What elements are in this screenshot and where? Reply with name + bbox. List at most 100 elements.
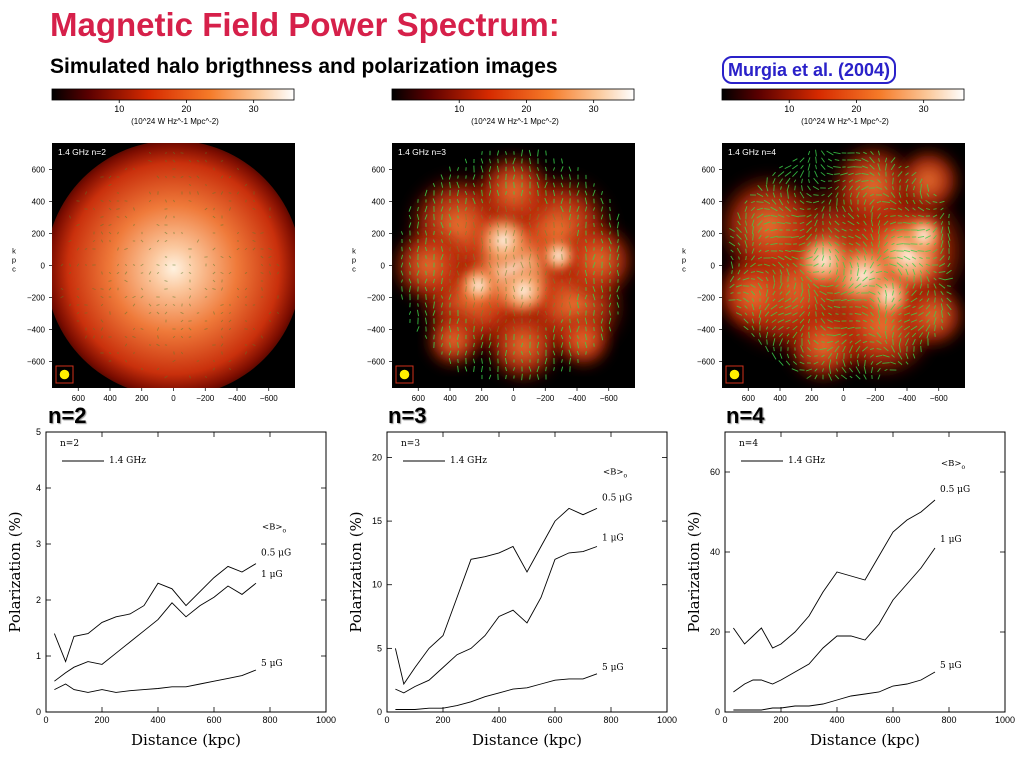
image-y-tick-label: 200	[32, 229, 46, 238]
vector	[408, 214, 412, 220]
vector	[910, 325, 918, 331]
citation-link[interactable]: Murgia et al. (2004)	[722, 56, 897, 84]
vector	[228, 327, 232, 331]
image-x-tick-label: 600	[72, 394, 86, 403]
vector	[220, 304, 224, 306]
vector	[521, 246, 523, 252]
vector	[932, 248, 938, 254]
vector	[891, 290, 895, 296]
vector	[220, 175, 224, 179]
vector	[815, 149, 817, 157]
vector	[905, 165, 909, 169]
vector	[480, 286, 484, 292]
vector	[528, 270, 532, 276]
vector	[869, 261, 875, 269]
vector	[877, 213, 881, 219]
vector	[938, 277, 946, 281]
vector	[807, 270, 811, 274]
vector	[903, 312, 911, 316]
vector	[432, 183, 436, 187]
vector	[833, 306, 841, 308]
vector	[165, 159, 167, 163]
vector	[933, 256, 937, 260]
vector	[252, 240, 256, 242]
vector	[890, 192, 896, 198]
x-tick-label: 1000	[995, 715, 1015, 725]
vector	[877, 303, 881, 311]
vector	[778, 206, 784, 212]
vector	[441, 343, 443, 347]
vector	[933, 193, 937, 197]
vector	[892, 338, 894, 346]
vector	[912, 199, 916, 205]
vector	[919, 199, 923, 205]
vector	[228, 319, 232, 323]
x-tick-label: 0	[384, 715, 389, 725]
vector	[536, 222, 540, 228]
vector	[561, 359, 563, 363]
vector	[763, 221, 771, 225]
vector	[496, 189, 500, 197]
vector	[545, 342, 547, 348]
vector	[457, 350, 459, 356]
vector	[877, 240, 881, 248]
slide-subtitle: Simulated halo brigthness and polarizati…	[50, 55, 558, 78]
vector	[820, 164, 826, 170]
vector	[496, 325, 500, 333]
vector	[480, 165, 484, 173]
vector	[898, 319, 902, 323]
vector	[601, 303, 603, 307]
vector	[188, 336, 192, 338]
vector	[808, 289, 810, 297]
vector	[833, 333, 841, 337]
vector	[561, 254, 563, 260]
vector	[577, 341, 579, 349]
image-x-tick-label: −600	[600, 394, 619, 403]
vector	[891, 270, 895, 274]
vector	[856, 292, 860, 294]
vector	[877, 226, 881, 234]
vector	[834, 235, 840, 239]
vector	[884, 241, 888, 247]
halo-blob	[456, 263, 501, 308]
vector	[108, 272, 112, 274]
vector	[898, 192, 902, 198]
vector	[529, 213, 531, 221]
vector	[785, 360, 791, 366]
vector	[828, 199, 832, 205]
vector	[877, 220, 881, 226]
image-y-tick-label: −400	[367, 326, 386, 335]
vector	[608, 222, 612, 228]
vector	[140, 367, 144, 371]
vector	[497, 350, 499, 356]
vector	[827, 326, 833, 330]
vector	[840, 291, 848, 295]
vector	[124, 336, 128, 338]
vector	[465, 245, 467, 253]
vector	[785, 222, 791, 224]
vector	[917, 206, 925, 212]
vector	[842, 275, 846, 283]
vector	[764, 228, 770, 232]
vector	[449, 181, 451, 189]
vector	[896, 228, 904, 232]
vector	[897, 171, 903, 177]
vector	[132, 303, 136, 307]
vector	[763, 263, 771, 267]
vector	[926, 242, 930, 246]
vector	[481, 223, 483, 227]
vector	[820, 150, 826, 156]
vector	[584, 317, 588, 325]
vector	[925, 249, 931, 253]
vector	[875, 283, 883, 289]
vector	[569, 221, 571, 229]
vector	[897, 352, 903, 360]
vector	[919, 270, 923, 274]
vector	[601, 255, 603, 259]
vector	[826, 334, 834, 336]
vector	[877, 179, 881, 183]
vector	[918, 332, 924, 338]
vector	[148, 247, 152, 251]
vector	[520, 189, 524, 197]
